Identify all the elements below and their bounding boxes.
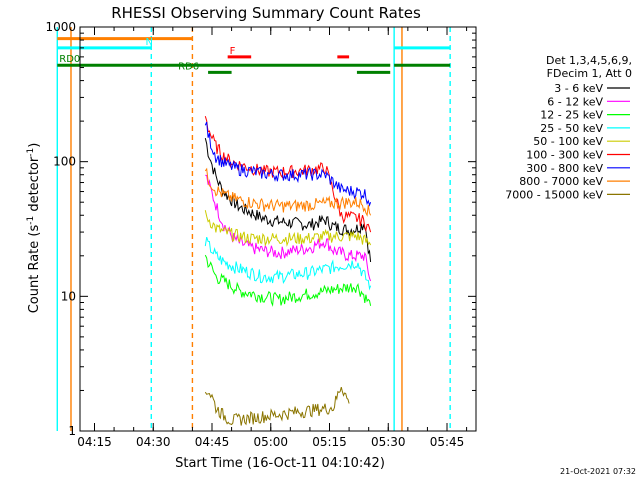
- y-axis-label-end: ): [27, 143, 42, 148]
- plot-background: [80, 27, 476, 431]
- legend-label-2: 12 - 25 keV: [540, 109, 603, 122]
- legend-label-7: 800 - 7000 keV: [519, 175, 603, 188]
- y-axis-label: Count Rate (s-1 detector-1): [26, 143, 42, 314]
- y-tick-label-2: 100: [53, 155, 76, 169]
- flag-bars: N F RD0 RD6: [57, 37, 451, 74]
- plot-frame: [79, 26, 477, 432]
- series-line-1: [205, 174, 372, 282]
- x-tick-label-1: 04:30: [136, 435, 171, 449]
- legend-header-1: FDecim 1, Att 0: [547, 67, 632, 80]
- y-tick-label-3: 1000: [45, 20, 76, 34]
- y-axis-label-sup1: -1: [26, 216, 36, 225]
- series-line-8: [204, 386, 350, 426]
- y-axis-label-main: Count Rate (s: [27, 225, 42, 314]
- flag-label-1: N: [145, 37, 152, 48]
- flag-label-4: RD6: [178, 61, 199, 72]
- series-lines: [204, 116, 372, 426]
- y-tick-label-0: 1: [68, 424, 76, 438]
- legend-label-0: 3 - 6 keV: [554, 82, 603, 95]
- series-line-2: [204, 254, 372, 307]
- plot-area: [80, 27, 476, 431]
- legend-label-6: 300 - 800 keV: [526, 162, 603, 175]
- x-tick-label-6: 05:45: [430, 435, 465, 449]
- x-tick-label-4: 05:15: [312, 435, 347, 449]
- y-axis-label-sup2: -1: [26, 148, 36, 157]
- series-line-3: [204, 236, 372, 291]
- x-tick-label-3: 05:00: [253, 435, 288, 449]
- legend-header-0: Det 1,3,4,5,6,9,: [546, 54, 632, 67]
- legend-label-5: 100 - 300 keV: [526, 149, 603, 162]
- chart-title: RHESSI Observing Summary Count Rates: [111, 4, 421, 22]
- series-line-0: [204, 137, 372, 263]
- x-tick-label-2: 04:45: [195, 435, 230, 449]
- flag-label-2: F: [230, 46, 236, 57]
- x-tick-label-5: 05:30: [371, 435, 406, 449]
- legend-label-4: 50 - 100 keV: [533, 135, 603, 148]
- legend-label-3: 25 - 50 keV: [540, 122, 603, 135]
- instrument-state-lines: [56, 27, 451, 431]
- series-line-6: [204, 121, 372, 207]
- series-line-4: [204, 210, 372, 247]
- legend: Det 1,3,4,5,6,9,FDecim 1, Att 0 3 - 6 keV…: [505, 54, 632, 201]
- axes: 04:15 04:30 04:45 05:00 05:15 05:30 05:45 1 10 10…: [45, 20, 477, 449]
- flag-label-3: RD0: [59, 54, 80, 65]
- legend-label-8: 7000 - 15000 keV: [505, 188, 603, 201]
- y-axis-label-mid: detector: [27, 156, 42, 216]
- x-tick-label-0: 04:15: [77, 435, 112, 449]
- x-axis-label: Start Time (16-Oct-11 04:10:42): [175, 456, 385, 471]
- series-line-7: [204, 167, 372, 217]
- y-tick-label-1: 10: [61, 289, 76, 303]
- timestamp: 21-Oct-2021 07:32: [560, 467, 636, 476]
- legend-label-1: 6 - 12 keV: [547, 95, 603, 108]
